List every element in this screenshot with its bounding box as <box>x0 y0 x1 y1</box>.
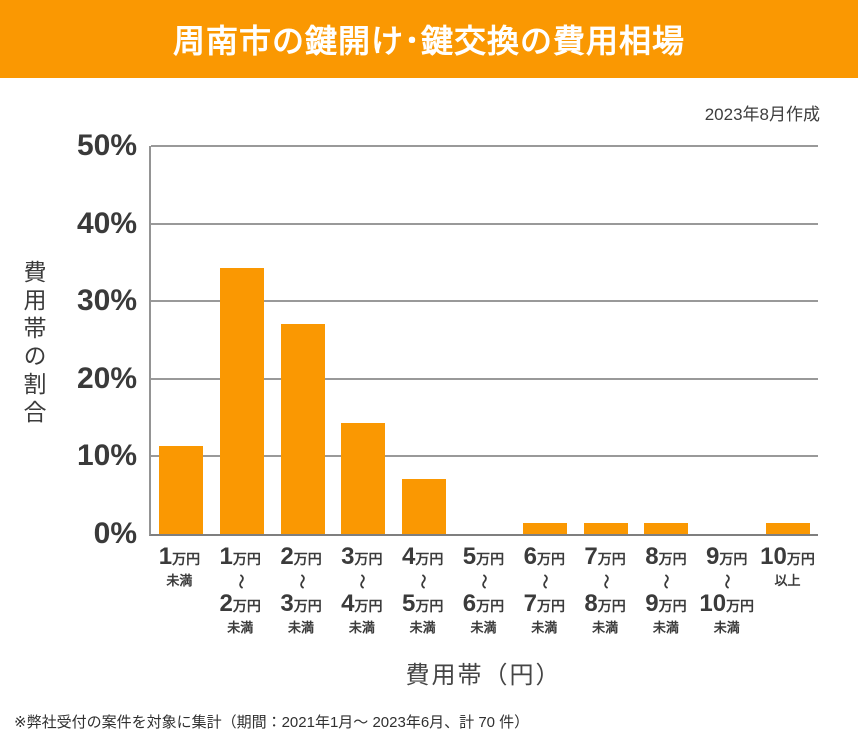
x-tick-label: 1万円〜 2万円未満 <box>210 544 271 636</box>
bar-slot <box>575 146 636 534</box>
bar-slot <box>333 146 394 534</box>
bar <box>765 523 810 534</box>
bar-slot <box>272 146 333 534</box>
x-tick-label: 7万円〜 8万円未満 <box>575 544 636 636</box>
bar-slot <box>394 146 455 534</box>
bar-series <box>151 146 818 534</box>
x-tick-line: 2万円 <box>219 590 261 617</box>
x-tick-line: 4万円 <box>401 543 444 570</box>
x-tick-label: 9万円〜 10万円未満 <box>696 544 757 636</box>
x-tick-line: 〜 <box>596 573 614 590</box>
x-tick-line: 7万円 <box>523 590 565 617</box>
x-tick-line: 6万円 <box>523 543 565 570</box>
x-tick-line: 5万円 <box>462 543 505 570</box>
y-tick-label: 20% <box>76 361 137 395</box>
x-tick-line: 9万円 <box>645 590 687 617</box>
x-tick-line: 〜 <box>535 573 553 590</box>
x-tick-line: 〜 <box>718 573 736 590</box>
x-axis-tick-labels: 1万円 未満 1万円〜 2万円 未満 2万円〜 3万円 未満 3万円〜 4万円 未満 4万円〜 5万円未… <box>149 544 818 636</box>
gridline-10% <box>151 455 818 458</box>
x-tick-line: 10万円 <box>699 590 755 617</box>
x-tick-line: 1万円 <box>158 543 201 570</box>
page-title: 周南市の鍵開け･鍵交換の費用相場 <box>172 23 685 59</box>
x-tick-label: 3万円〜 4万円未満 <box>331 544 392 636</box>
x-tick-line: 〜 <box>231 573 249 590</box>
bar <box>280 323 325 534</box>
x-tick-line: 未満 <box>531 620 558 635</box>
x-tick-line: 〜 <box>657 573 675 590</box>
bar <box>401 478 446 534</box>
x-tick-label: 2万円〜 3万円未満 <box>271 544 332 636</box>
y-tick-label: 30% <box>76 284 137 318</box>
bar-slot <box>454 146 515 534</box>
y-axis-tick-labels: 50% 40% 30% 20% 10% 0% <box>0 129 137 550</box>
x-tick-line: 未満 <box>592 620 619 635</box>
x-tick-line: 8万円 <box>645 543 687 570</box>
title-bar: 周南市の鍵開け･鍵交換の費用相場 <box>0 0 858 78</box>
bar <box>341 423 386 534</box>
x-tick-line: 未満 <box>713 620 740 635</box>
x-tick-label: 5万円〜 6万円未満 <box>453 544 514 636</box>
gridline-30% <box>151 300 818 303</box>
gridline-50% <box>151 145 818 147</box>
x-tick-line: 〜 <box>474 573 492 590</box>
created-date: 2023年8月作成 <box>704 105 820 124</box>
x-tick-line: 8万円 <box>584 590 626 617</box>
y-tick-label: 50% <box>76 129 137 162</box>
x-tick-line: 未満 <box>288 620 315 635</box>
x-tick-line: 10万円 <box>760 543 815 570</box>
x-tick-line: 未満 <box>227 620 254 635</box>
x-tick-line: 4万円 <box>341 590 383 617</box>
x-tick-line: 未満 <box>348 620 375 635</box>
bar-slot <box>151 146 212 534</box>
x-tick-line: 6万円 <box>462 590 505 617</box>
x-tick-label: 1万円未満 <box>149 544 210 636</box>
x-tick-line: 3万円 <box>341 543 383 570</box>
bar <box>644 523 689 534</box>
x-tick-line: 未満 <box>652 620 679 635</box>
bar-slot <box>636 146 697 534</box>
bar-slot <box>212 146 273 534</box>
x-tick-line: 未満 <box>409 620 436 635</box>
x-tick-line: 〜 <box>292 573 310 590</box>
footnote: ※弊社受付の案件を対象に集計（期間：2021年1月～ 2023年6月、計 70 … <box>14 714 530 731</box>
x-tick-line: 未満 <box>470 620 497 635</box>
x-tick-line: 〜 <box>353 573 371 590</box>
x-tick-line: 2万円 <box>280 543 322 570</box>
gridline-20% <box>151 377 818 380</box>
x-tick-line: 3万円 <box>280 590 322 617</box>
x-tick-line: 1万円 <box>219 543 261 570</box>
bar <box>159 445 204 534</box>
x-tick-line: 以上 <box>774 573 801 588</box>
y-tick-label: 0% <box>93 517 137 550</box>
x-axis-title: 費用帯（円） <box>405 662 562 689</box>
bar-slot <box>515 146 576 534</box>
bar <box>583 523 628 534</box>
x-tick-label: 10万円以上 <box>757 544 818 636</box>
gridline-40% <box>151 222 818 225</box>
plot-area <box>149 145 818 536</box>
x-tick-line: 未満 <box>166 573 193 588</box>
bar <box>523 523 568 534</box>
bar-slot <box>697 146 758 534</box>
y-tick-label: 10% <box>76 439 137 473</box>
bar-slot <box>757 146 818 534</box>
y-tick-label: 40% <box>76 206 137 240</box>
x-tick-line: 〜 <box>414 573 432 590</box>
x-tick-line: 7万円 <box>584 543 626 570</box>
x-tick-label: 8万円〜 9万円未満 <box>636 544 697 636</box>
bar <box>219 267 264 534</box>
y-axis-title: 費用帯の割合 <box>20 260 46 428</box>
x-tick-label: 4万円〜 5万円未満 <box>392 544 453 636</box>
x-tick-label: 6万円〜 7万円未満 <box>514 544 575 636</box>
x-tick-line: 9万円 <box>706 543 748 570</box>
x-tick-line: 5万円 <box>401 590 444 617</box>
